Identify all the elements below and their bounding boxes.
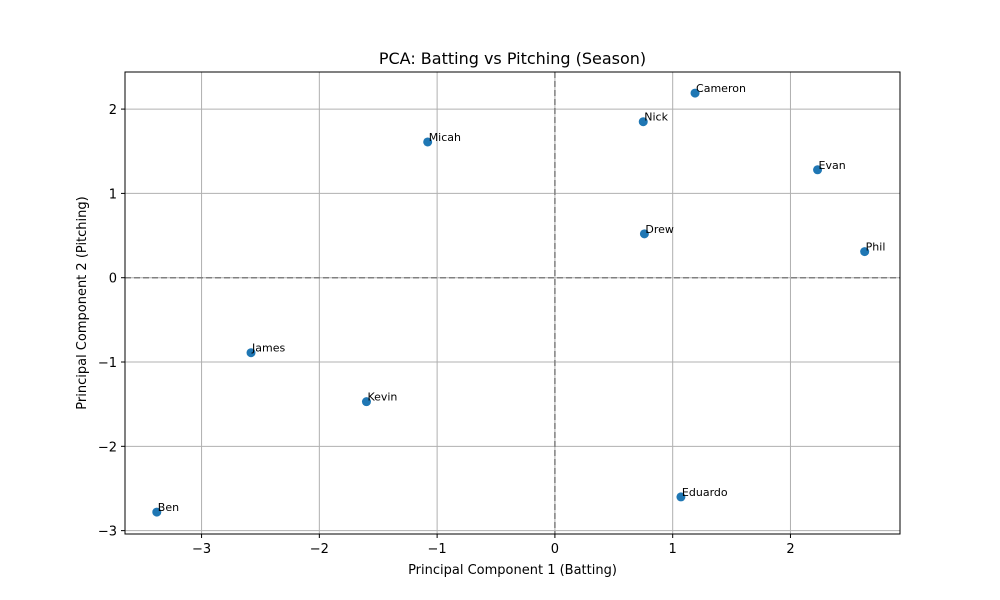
y-tick-label: 0 (109, 272, 117, 287)
data-point (246, 348, 256, 358)
plot-frame (124, 71, 901, 535)
y-tick-label: −3 (98, 525, 117, 540)
point-label: Cameron (696, 82, 746, 95)
data-point (690, 88, 700, 98)
x-tick-label: 2 (786, 542, 794, 557)
x-tick-label: −1 (428, 542, 447, 557)
data-point (676, 492, 686, 502)
data-point (638, 117, 648, 127)
data-point (423, 137, 433, 147)
y-tick-label: −1 (98, 356, 117, 371)
data-points: Cameron Nick Micah Evan Drew Phil James Kevin Ed… (152, 82, 885, 517)
data-point (860, 247, 870, 257)
point-label: Kevin (367, 391, 397, 404)
data-point (639, 229, 649, 239)
x-axis-ticks: −3 −2 −1 0 1 2 (192, 534, 795, 557)
y-tick-label: −2 (98, 440, 117, 455)
grid-lines (125, 72, 900, 534)
y-axis-ticks: −3 −2 −1 0 1 2 (98, 103, 125, 540)
y-axis-label: Principal Component 2 (Pitching) (75, 196, 90, 409)
data-point (152, 507, 162, 517)
point-label: Drew (645, 223, 674, 236)
point-label: Evan (819, 159, 846, 172)
y-tick-label: 1 (109, 187, 117, 202)
point-label: Micah (429, 131, 461, 144)
reference-lines (125, 72, 900, 534)
x-axis-label: Principal Component 1 (Batting) (408, 563, 617, 578)
x-tick-label: −3 (192, 542, 211, 557)
point-label: Nick (644, 111, 668, 124)
y-tick-label: 2 (109, 103, 117, 118)
point-label: James (251, 342, 285, 355)
x-tick-label: 1 (669, 542, 677, 557)
point-label: Phil (866, 241, 886, 254)
data-point (361, 397, 371, 407)
point-label: Ben (158, 501, 179, 514)
x-tick-label: 0 (551, 542, 559, 557)
point-label: Eduardo (682, 486, 728, 499)
chart-title: PCA: Batting vs Pitching (Season) (379, 49, 646, 68)
data-point (813, 165, 823, 175)
x-tick-label: −2 (310, 542, 329, 557)
